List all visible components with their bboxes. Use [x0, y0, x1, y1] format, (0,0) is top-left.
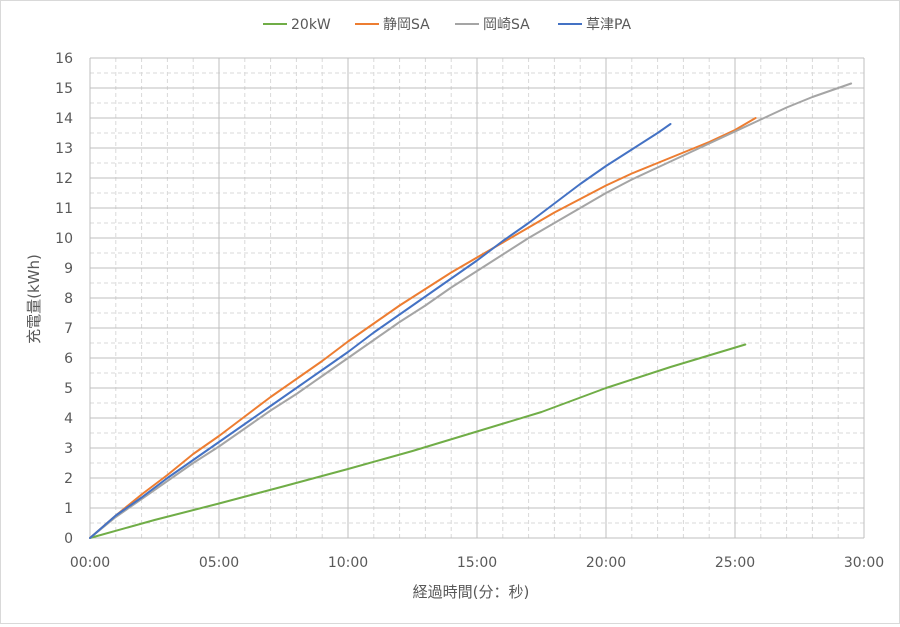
gridlines	[89, 57, 865, 539]
legend: 20kW 静岡SA 岡崎SA 草津PA	[263, 17, 632, 33]
x-tick-label: 00:00	[70, 555, 110, 571]
y-tick-label: 6	[64, 351, 73, 367]
series-line	[89, 117, 757, 539]
x-tick-label: 25:00	[715, 555, 755, 571]
y-tick-label: 3	[64, 441, 73, 457]
series-lines	[89, 82, 853, 539]
series-line	[89, 343, 747, 539]
y-tick-label: 8	[64, 291, 73, 307]
x-tick-label: 10:00	[328, 555, 368, 571]
x-tick-label: 05:00	[199, 555, 239, 571]
y-tick-label: 15	[55, 81, 73, 97]
y-tick-label: 14	[55, 111, 73, 127]
x-tick-label: 30:00	[844, 555, 884, 571]
y-tick-label: 0	[64, 531, 73, 547]
y-axis-title: 充電量(kWh)	[25, 254, 43, 344]
y-tick-label: 11	[55, 201, 73, 217]
series-line	[89, 82, 853, 539]
y-tick-label: 5	[64, 381, 73, 397]
x-tick-label: 15:00	[457, 555, 497, 571]
legend-label: 20kW	[291, 17, 331, 33]
legend-label: 岡崎SA	[483, 17, 530, 33]
y-tick-label: 16	[55, 51, 73, 67]
series-line	[89, 123, 672, 539]
legend-label: 草津PA	[586, 17, 632, 33]
y-tick-label: 4	[64, 411, 73, 427]
y-tick-label: 2	[64, 471, 73, 487]
x-tick-label: 20:00	[586, 555, 626, 571]
legend-label: 静岡SA	[383, 17, 430, 33]
y-tick-label: 7	[64, 321, 73, 337]
y-tick-label: 13	[55, 141, 73, 157]
y-tick-label: 1	[64, 501, 73, 517]
y-tick-label: 9	[64, 261, 73, 277]
y-tick-label: 10	[55, 231, 73, 247]
y-tick-label: 12	[55, 171, 73, 187]
x-axis-title: 経過時間(分：秒)	[413, 583, 530, 601]
